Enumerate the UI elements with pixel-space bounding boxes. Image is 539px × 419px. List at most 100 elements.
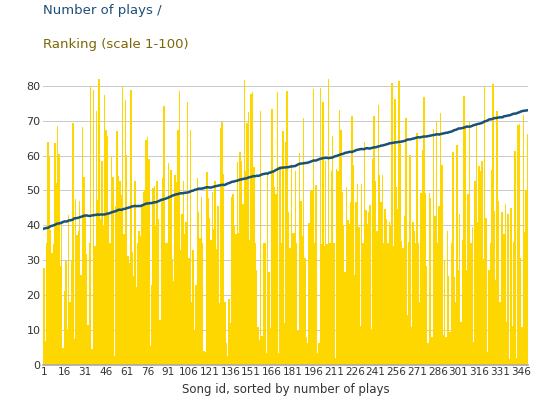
Bar [387,243,389,365]
Bar [271,109,273,365]
Bar [526,189,527,365]
Bar [201,197,202,365]
Bar [235,234,237,365]
Bar [386,219,387,365]
Bar [492,85,494,365]
Bar [509,359,510,365]
Bar [458,270,459,365]
Bar [97,200,99,365]
Bar [252,92,253,365]
Bar [487,352,488,365]
Bar [220,128,222,365]
Bar [261,336,263,365]
Bar [372,159,374,365]
Bar [325,161,327,365]
Bar [119,181,121,365]
Bar [234,226,235,365]
Bar [80,275,82,365]
Bar [339,110,340,365]
Bar [457,145,458,365]
Bar [143,192,144,365]
Bar [169,197,170,365]
Bar [94,246,95,365]
Bar [215,181,216,365]
Bar [520,258,521,365]
Bar [300,201,301,365]
Bar [422,150,423,365]
Bar [156,181,158,365]
Bar [295,171,296,365]
Bar [472,227,473,365]
Bar [491,170,492,365]
Bar [158,219,159,365]
Bar [362,243,364,365]
Bar [311,190,313,365]
Bar [480,171,481,365]
Bar [445,336,447,365]
Bar [102,225,104,365]
Bar [197,178,198,365]
Bar [286,91,288,365]
Bar [275,194,277,365]
Bar [412,222,413,365]
Bar [104,95,105,365]
Bar [263,243,264,365]
Bar [270,328,271,365]
Bar [92,349,93,365]
Bar [51,253,53,365]
Bar [225,343,227,365]
Bar [264,243,266,365]
Bar [132,251,133,365]
Bar [227,356,229,365]
Bar [273,171,274,365]
Bar [396,187,397,365]
Bar [90,85,92,365]
Bar [162,178,163,365]
Bar [423,97,425,365]
Bar [57,126,58,365]
Bar [502,212,503,365]
Bar [517,125,519,365]
Bar [188,258,190,365]
Bar [317,353,318,365]
Bar [476,125,477,365]
Bar [389,222,390,365]
Bar [139,231,140,365]
Bar [222,122,223,365]
Bar [229,299,230,365]
Bar [121,195,122,365]
Bar [238,233,239,365]
Bar [441,165,443,365]
Bar [371,328,372,365]
Bar [494,211,495,365]
Bar [205,352,206,365]
Bar [118,176,119,365]
Bar [503,234,505,365]
Bar [367,224,368,365]
Bar [208,198,209,365]
Bar [82,127,83,365]
Bar [499,302,501,365]
Bar [374,116,375,365]
Bar [513,242,514,365]
Bar [318,343,320,365]
Bar [466,270,467,365]
Bar [53,244,54,365]
Bar [112,177,114,365]
Bar [479,166,480,365]
Bar [105,129,107,365]
Bar [177,130,178,365]
Bar [324,246,325,365]
Bar [199,238,201,365]
Bar [310,191,311,365]
Bar [245,171,246,365]
Bar [462,240,463,365]
Bar [288,212,289,365]
Bar [178,91,180,365]
Bar [408,242,409,365]
Bar [340,130,342,365]
Bar [400,144,401,365]
Bar [489,243,491,365]
Bar [213,229,215,365]
Bar [54,143,56,365]
